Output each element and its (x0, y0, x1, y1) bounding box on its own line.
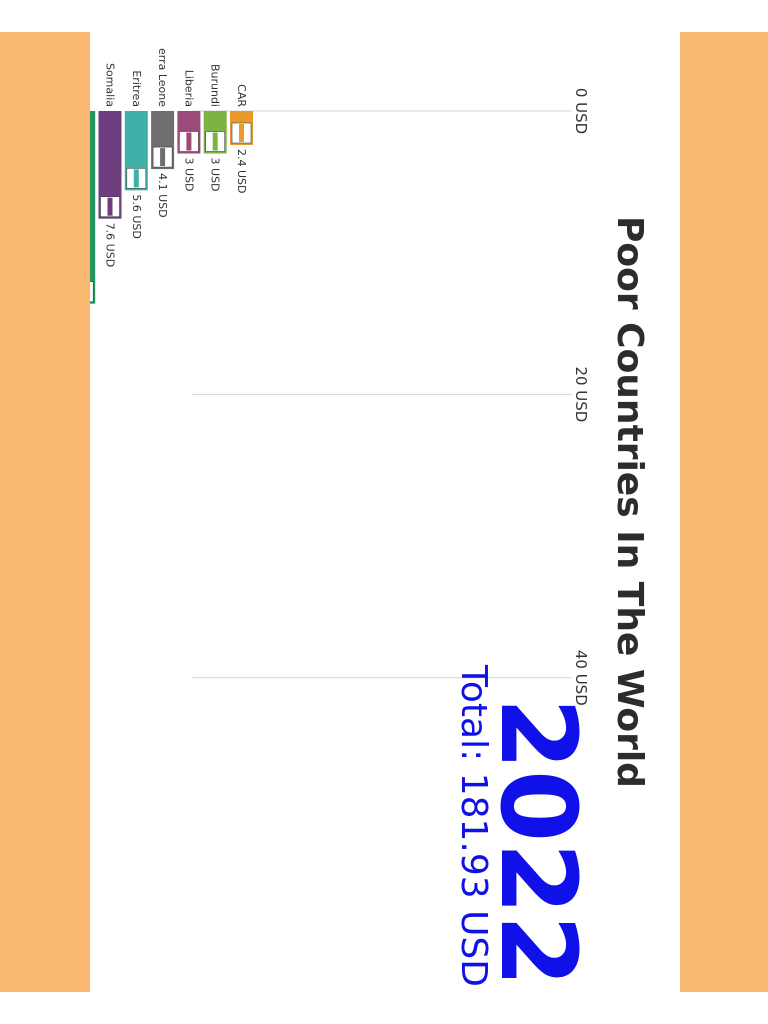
category-label: CAR (235, 84, 248, 107)
category-label: erra Leone (156, 48, 169, 107)
value-label: 3 USD (182, 158, 195, 192)
x-tick-label: 20 USD (572, 366, 590, 422)
malawi-flag-icon (90, 281, 94, 303)
bar (90, 111, 96, 304)
value-label: 2.4 USD (235, 149, 248, 194)
category-label: Liberia (182, 70, 195, 107)
value-label: 7.6 USD (104, 223, 117, 268)
value-label: 5.6 USD (130, 194, 143, 239)
right-side-band (680, 32, 768, 992)
eritrea-flag-icon (126, 168, 147, 189)
top-letterbox (0, 0, 768, 32)
sierra-leone-flag-icon (152, 146, 173, 168)
x-axis-ticks: 0 USD 20 USD 40 USD (192, 88, 590, 706)
bar-chart: Poor Countries In The World 0 USD 20 USD 4… (90, 48, 650, 987)
burundi-flag-icon (205, 131, 226, 152)
x-tick-label: 40 USD (572, 650, 590, 706)
liberia-flag-icon (179, 131, 199, 152)
category-label: Burundi (209, 64, 222, 107)
chart-frame: Poor Countries In The World 0 USD 20 USD 4… (90, 32, 680, 992)
left-side-band (0, 32, 90, 992)
bar-series: CAR 2.4 USD Burundi 3 USD Liberia 3 USD erra L… (90, 48, 253, 359)
total-label: Total: 181.93 USD (453, 664, 494, 987)
year-label: 2022 (477, 698, 599, 987)
chart-title: Poor Countries In The World (609, 216, 650, 788)
somalia-flag-icon (100, 196, 120, 217)
car-flag-icon (231, 122, 252, 144)
value-label: 4.1 USD (156, 173, 169, 218)
bottom-letterbox (0, 992, 768, 1024)
category-label: Somalia (104, 63, 117, 107)
chart-panel: Poor Countries In The World 0 USD 20 USD 4… (90, 32, 680, 992)
bar (98, 111, 122, 219)
value-label: 3 USD (209, 158, 222, 192)
category-label: Eritrea (130, 70, 143, 107)
x-tick-label: 0 USD (572, 88, 590, 134)
